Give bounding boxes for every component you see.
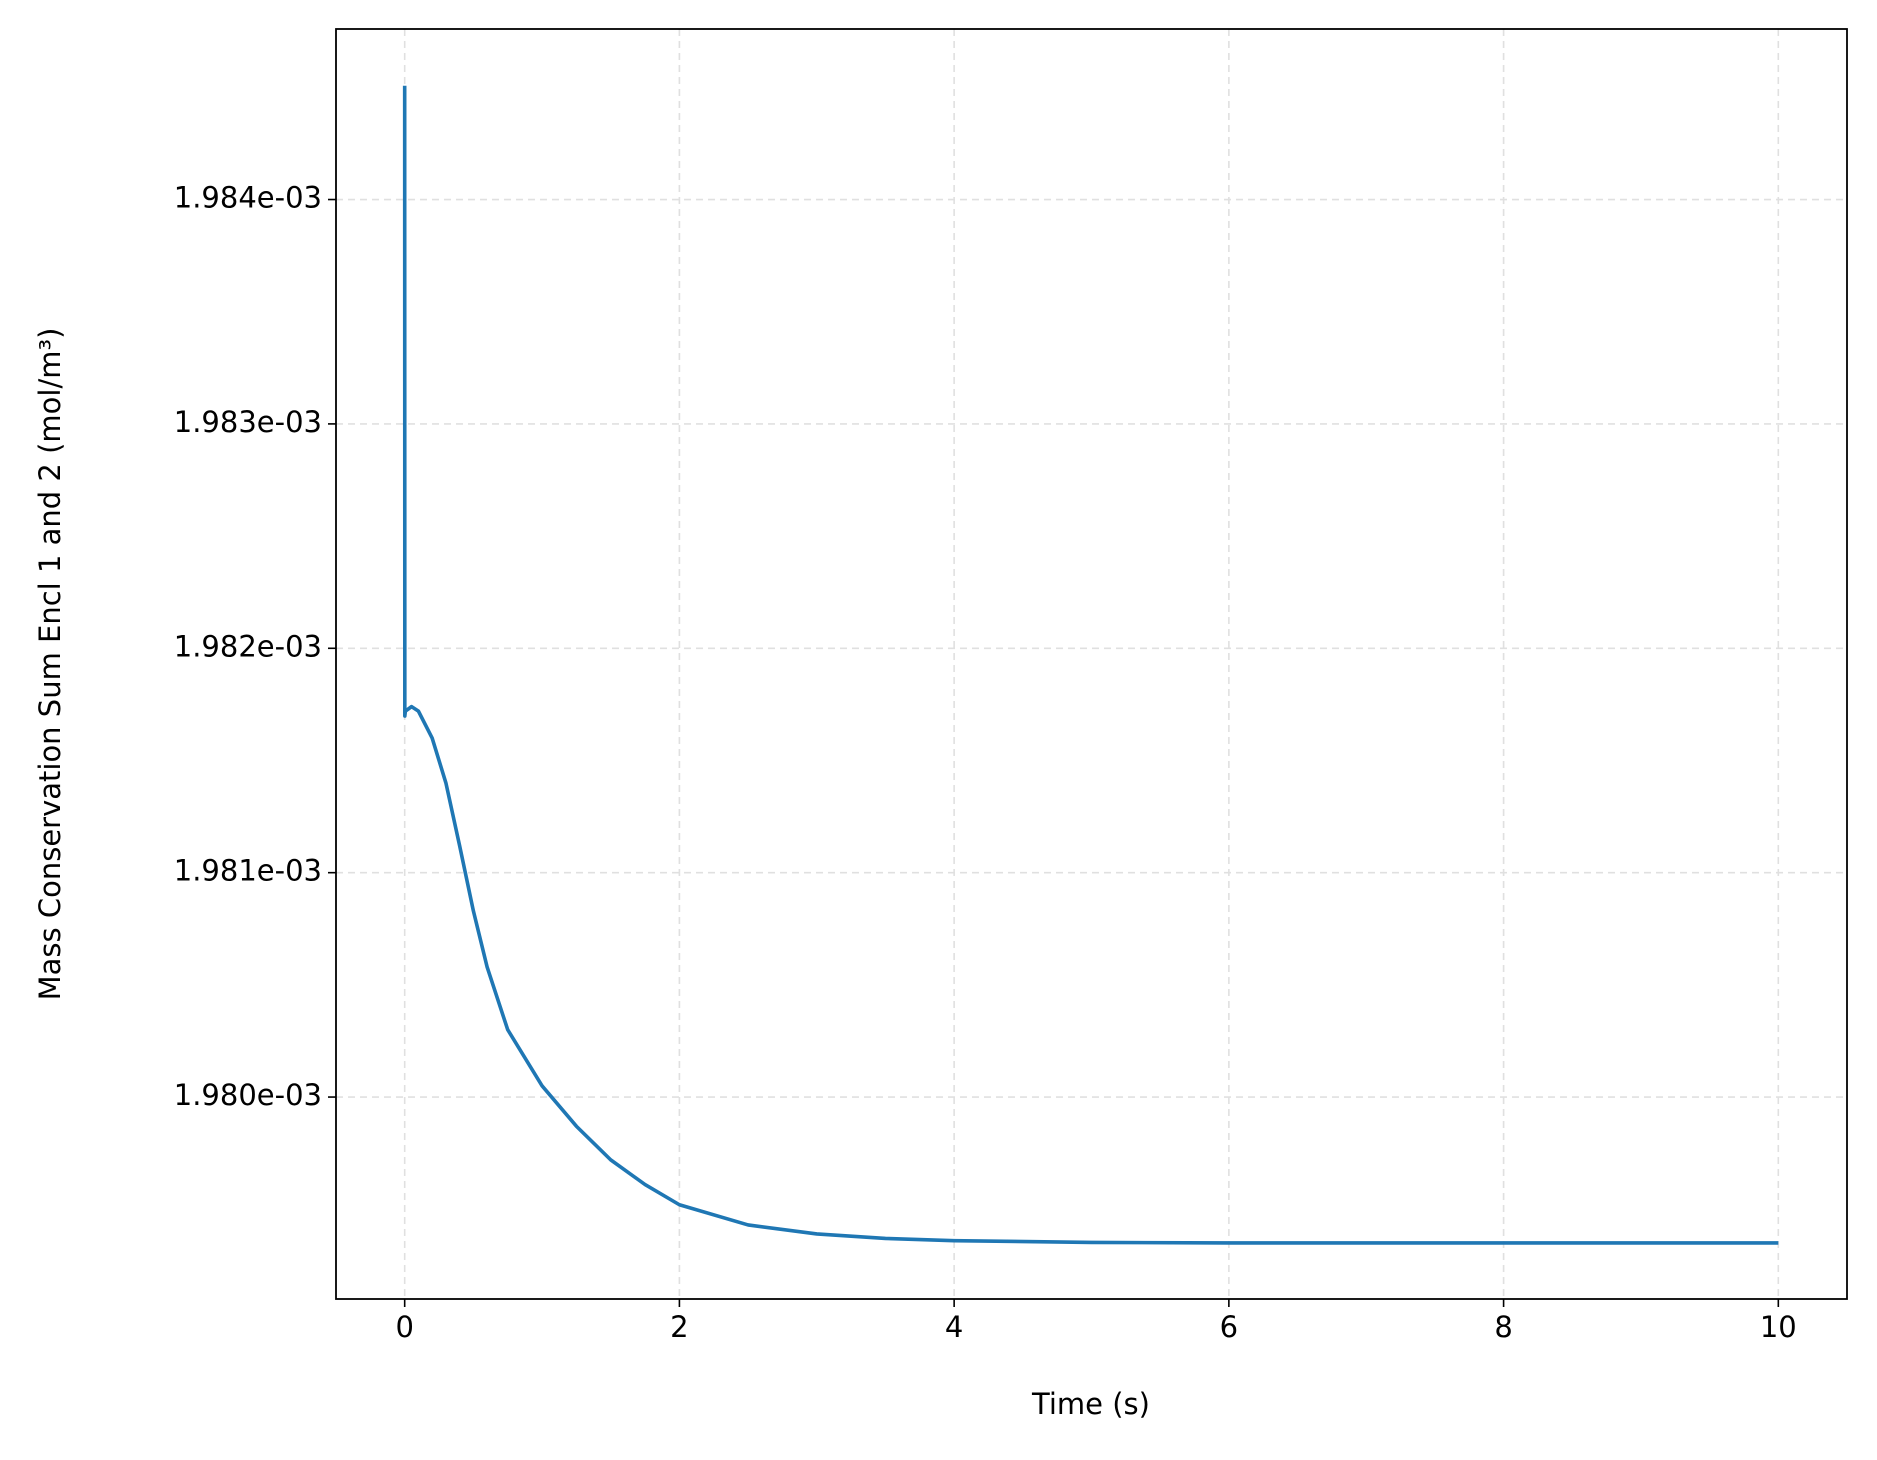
- y-axis-label: Mass Conservation Sum Encl 1 and 2 (mol/…: [33, 328, 67, 1001]
- y-tick-label: 1.982e-03: [174, 629, 322, 663]
- x-tick-label: 6: [1220, 1310, 1238, 1344]
- x-tick-label: 10: [1760, 1310, 1797, 1344]
- y-tick-label: 1.980e-03: [174, 1078, 322, 1112]
- y-tick-label: 1.981e-03: [174, 854, 322, 888]
- x-axis-label: Time (s): [1031, 1387, 1150, 1421]
- plot-frame: [335, 28, 1848, 1300]
- x-tick-label: 4: [945, 1310, 963, 1344]
- x-tick-label: 0: [395, 1310, 413, 1344]
- x-tick-label: 2: [670, 1310, 688, 1344]
- x-tick-label: 8: [1494, 1310, 1512, 1344]
- y-tick-label: 1.984e-03: [174, 181, 322, 215]
- y-tick-label: 1.983e-03: [174, 405, 322, 439]
- data-line: [402, 85, 1779, 1245]
